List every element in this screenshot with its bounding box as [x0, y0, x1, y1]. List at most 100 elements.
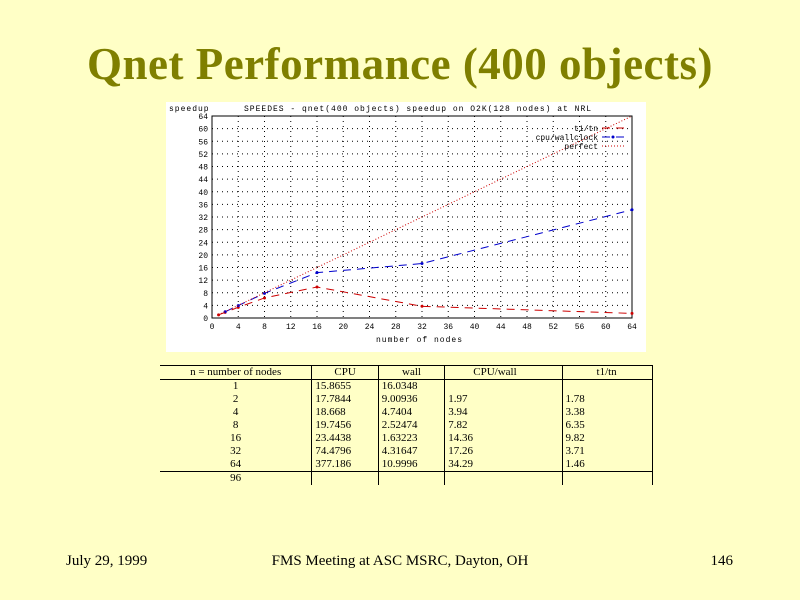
- x-tick-label: 4: [236, 323, 241, 332]
- data-point: [315, 271, 319, 275]
- table-cell: 3.94: [444, 406, 563, 419]
- y-tick-label: 48: [198, 164, 208, 173]
- table-row: 96: [160, 471, 654, 485]
- table-cell: 16: [230, 432, 242, 444]
- table-row: 2 17.7844 9.00936 1.97 1.78: [160, 393, 654, 406]
- chart-ylabel: speedup: [169, 105, 210, 114]
- table-cell: 1.78: [561, 393, 654, 406]
- x-tick-label: 8: [262, 323, 267, 332]
- legend-label: perfect: [564, 143, 598, 152]
- x-tick-label: 0: [210, 323, 215, 332]
- table-header-cell: wall: [377, 365, 445, 380]
- table-cell: [561, 471, 654, 485]
- chart-xlabel: number of nodes: [376, 336, 463, 345]
- data-point: [420, 304, 424, 308]
- table-cell: 18.668: [311, 406, 379, 419]
- y-tick-label: 4: [203, 302, 208, 311]
- chart-axes: [211, 115, 633, 319]
- x-tick-label: 44: [496, 323, 506, 332]
- x-tick-label: 24: [365, 323, 375, 332]
- table-cell: 6.35: [561, 419, 654, 432]
- y-tick-label: 36: [198, 201, 208, 210]
- table-cell: 2: [232, 393, 239, 405]
- table-cell: 96: [230, 472, 242, 484]
- table-cell: 34.29: [444, 458, 563, 472]
- legend-label: cpu/wallclock: [536, 134, 599, 143]
- series-line-cpu-wallclock: [224, 209, 633, 313]
- table-row: 64 377.186 10.9996 34.29 1.46: [160, 458, 654, 472]
- chart-series: [217, 115, 634, 317]
- y-tick-label: 44: [198, 176, 208, 185]
- data-point: [630, 208, 634, 212]
- x-tick-label: 64: [627, 323, 637, 332]
- plot-frame: [211, 115, 633, 319]
- footer-meeting: FMS Meeting at ASC MSRC, Dayton, OH: [271, 553, 529, 569]
- chart-ticks: 0 4 8 12 16 20 24 28 32 36 40 44 48 52 56 60 64048121620…: [198, 113, 637, 332]
- table-header-row: n = number of nodes CPU wall CPU/wall t1/tn: [160, 365, 654, 380]
- x-tick-label: 16: [312, 323, 322, 332]
- data-point: [630, 311, 634, 315]
- table-cell: 32: [230, 445, 242, 457]
- speedup-table: n = number of nodes CPU wall CPU/wall t1/tn 1…: [160, 365, 654, 485]
- table-row: 4 18.668 4.7404 3.94 3.38: [160, 406, 654, 419]
- y-tick-label: 16: [198, 265, 208, 274]
- x-tick-label: 56: [575, 323, 585, 332]
- table-header-cell: t1/tn: [561, 365, 654, 380]
- table-cell: 4.31647: [377, 445, 445, 458]
- y-tick-label: 28: [198, 227, 208, 236]
- y-tick-label: 64: [198, 113, 208, 122]
- y-tick-label: 60: [198, 126, 208, 135]
- table-cell: [561, 379, 654, 393]
- x-tick-label: 48: [522, 323, 532, 332]
- table-cell: 1.46: [561, 458, 654, 472]
- table-cell: [377, 471, 445, 485]
- table-cell: 17.26: [444, 445, 563, 458]
- y-tick-label: 12: [198, 277, 208, 286]
- y-tick-label: 32: [198, 214, 208, 223]
- table-cell: 2.52474: [377, 419, 445, 432]
- table-cell: [444, 379, 563, 393]
- series-line-t1-tn: [218, 286, 633, 316]
- y-tick-label: 52: [198, 151, 208, 160]
- legend-label: t1/tn: [574, 125, 598, 134]
- x-tick-label: 28: [391, 323, 401, 332]
- x-tick-label: 20: [338, 323, 348, 332]
- x-tick-label: 60: [601, 323, 611, 332]
- table-cell: [444, 471, 563, 485]
- table-cell: 7.82: [444, 419, 563, 432]
- data-point: [315, 285, 319, 289]
- table-cell: 17.7844: [311, 393, 379, 406]
- table-cell: 19.7456: [311, 419, 379, 432]
- table-row: 1 15.8655 16.0348: [160, 379, 654, 393]
- table-cell: 64: [160, 458, 312, 472]
- x-tick-label: 40: [470, 323, 480, 332]
- y-tick-label: 0: [203, 315, 208, 324]
- table-header-cell: n = number of nodes: [160, 365, 312, 380]
- x-tick-label: 52: [548, 323, 558, 332]
- table-cell: 74.4796: [311, 445, 379, 458]
- table-cell: 1.63223: [377, 432, 445, 445]
- x-tick-label: 32: [417, 323, 427, 332]
- data-point: [420, 262, 424, 266]
- table-cell: 3.38: [561, 406, 654, 419]
- table-cell: 377.186: [311, 458, 379, 472]
- y-tick-label: 20: [198, 252, 208, 261]
- y-tick-label: 56: [198, 138, 208, 147]
- table-cell: 16.0348: [377, 379, 445, 393]
- table-cell: 1.97: [444, 393, 563, 406]
- footer-page-number: 146: [710, 553, 734, 569]
- y-tick-label: 40: [198, 189, 208, 198]
- table-cell: 3.71: [561, 445, 654, 458]
- table-cell: 14.36: [444, 432, 563, 445]
- slide-title: Qnet Performance (400 objects): [86, 39, 713, 89]
- legend-marker: [611, 135, 615, 139]
- table-cell: 1: [232, 380, 239, 392]
- x-tick-label: 36: [443, 323, 453, 332]
- table-row: 16 23.4438 1.63223 14.36 9.82: [160, 432, 654, 445]
- data-point: [263, 296, 266, 300]
- y-tick-label: 24: [198, 239, 208, 248]
- table-header-cell: CPU: [311, 365, 379, 380]
- table-cell: 9.82: [561, 432, 654, 445]
- y-tick-label: 8: [203, 290, 208, 299]
